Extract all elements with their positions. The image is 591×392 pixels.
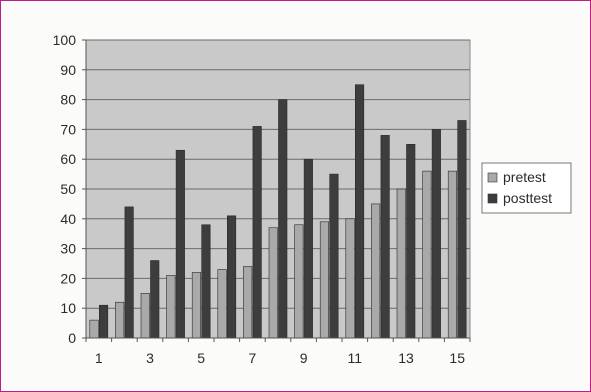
bar-posttest-4 [175,149,185,339]
bar-pretest-12 [371,203,381,339]
y-tick-label: 60 [60,151,76,167]
bar-pretest-14 [422,170,432,339]
legend: pretest posttest [481,162,572,214]
y-tick-label: 0 [68,330,76,346]
bar-posttest-6 [227,215,237,339]
legend-swatch-pretest [487,172,498,183]
bar-posttest-1 [99,304,109,339]
x-tick-label: 3 [146,350,154,366]
x-tick-label: 5 [197,350,205,366]
legend-label-posttest: posttest [503,190,552,206]
bars [89,84,467,339]
bar-pretest-4 [166,275,176,339]
bar-pretest-9 [294,224,304,339]
bar-posttest-14 [431,129,441,339]
bar-pretest-7 [243,266,253,339]
grid-lines [86,39,470,309]
x-tick-label: 15 [449,350,465,366]
y-tick-label: 40 [60,211,76,227]
y-tick-label: 80 [60,92,76,108]
legend-label-pretest: pretest [503,169,546,185]
bar-posttest-11 [354,84,365,339]
bar-posttest-3 [150,260,160,339]
bar-posttest-2 [124,206,134,339]
x-tick-label: 7 [249,350,257,366]
y-tick-label: 30 [60,241,76,257]
bar-posttest-7 [252,126,262,339]
bar-pretest-15 [447,170,458,339]
bar-pretest-11 [345,218,355,339]
bar-pretest-2 [115,301,125,339]
bar-pretest-13 [396,188,406,339]
x-tick-label: 9 [300,350,308,366]
bar-pretest-5 [191,272,201,339]
bar-posttest-12 [380,135,390,339]
legend-swatch-posttest [487,193,498,204]
bar-posttest-10 [329,173,339,339]
bar-posttest-8 [278,99,288,339]
y-axis-ticks: 0 10 20 30 40 50 60 70 80 90 100 [53,32,86,346]
bar-posttest-9 [303,158,313,339]
y-tick-label: 90 [60,62,76,78]
legend-box [481,162,572,214]
y-tick-label: 50 [60,181,76,197]
bar-posttest-15 [457,120,467,339]
y-tick-label: 100 [53,32,77,48]
x-tick-label: 13 [398,350,414,366]
y-tick-label: 20 [60,270,76,286]
bar-posttest-5 [201,224,211,339]
x-axis-ticks: 1 3 5 7 9 11 13 15 [85,338,471,366]
x-tick-label: 1 [95,350,103,366]
bar-pretest-10 [319,221,330,339]
y-tick-label: 70 [60,121,76,137]
bar-pretest-1 [89,319,99,339]
y-tick-label: 10 [60,300,76,316]
bar-posttest-13 [406,144,416,339]
bar-pretest-8 [268,227,278,339]
bar-pretest-3 [140,292,150,339]
bar-pretest-6 [217,269,227,339]
x-tick-label: 11 [348,350,363,366]
